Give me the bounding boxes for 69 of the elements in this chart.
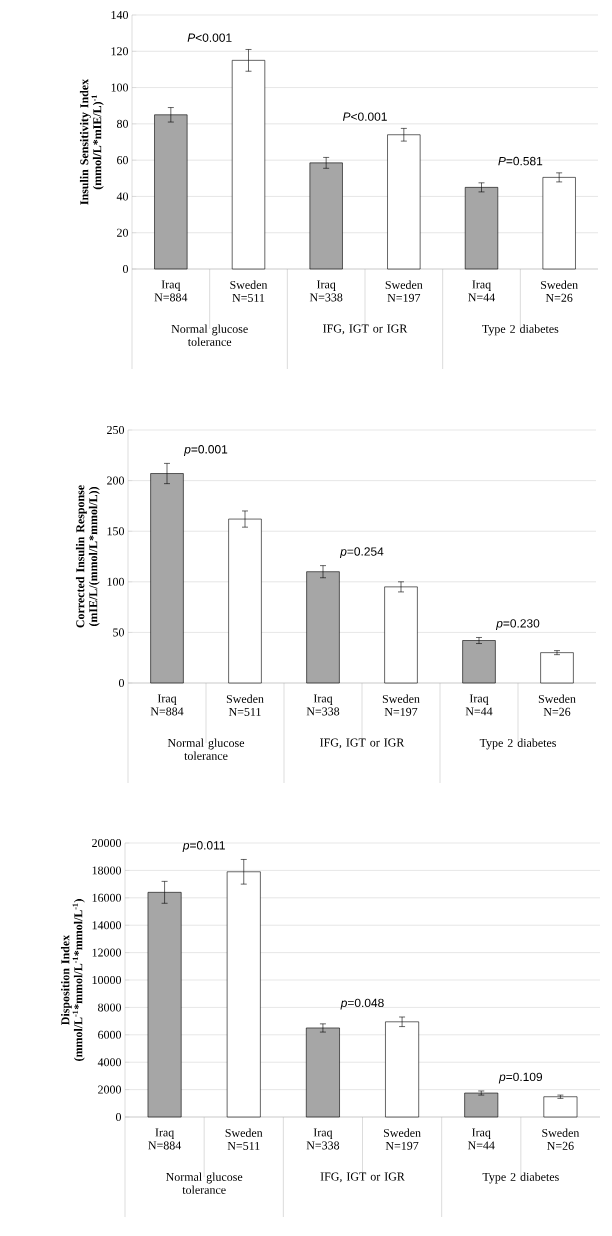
y-tick-label: 50 (113, 628, 125, 637)
y-tick-label: 250 (107, 425, 125, 435)
annotation: p=0.001 (183, 445, 228, 456)
y-tick-label: 200 (107, 476, 125, 485)
x-tick-label: Sweden N=511 (230, 280, 268, 302)
x-tick-label: Sweden N=197 (383, 1128, 421, 1150)
y-tick-label: 120 (111, 47, 129, 56)
text: Type 2 diabetes (479, 738, 556, 750)
x-tick-label: Sweden N=197 (385, 280, 423, 302)
annotation: p=0.109 (498, 1072, 543, 1084)
x-tick-label: Sweden N=26 (542, 1128, 580, 1150)
text: IFG, IGT or IGR (320, 1172, 405, 1183)
bar (540, 652, 574, 684)
y-tick-label: 12000 (92, 948, 122, 957)
annotation: p=0.230 (495, 619, 540, 630)
y-axis-title: Corrected Insulin Response (mIE/L/(mmol/L*mmol/L)) (75, 485, 100, 628)
bar (231, 60, 266, 270)
y-tick-label: 10000 (92, 975, 122, 985)
x-tick-label: Sweden N=26 (538, 694, 576, 716)
x-tick-label: Sweden N=197 (382, 694, 420, 716)
y-tick-label: 100 (111, 83, 129, 92)
x-tick-label: Iraq N=44 (468, 280, 495, 302)
annotation: P<0.001 (342, 112, 387, 121)
y-tick-label: 20000 (92, 838, 122, 848)
bar (384, 586, 418, 684)
x-tick-label: Iraq N=338 (309, 280, 343, 302)
text: Normal glucose tolerance (171, 324, 248, 346)
y-tick-label: 60 (117, 156, 129, 165)
bar (543, 1096, 578, 1118)
x-tick-label: Iraq N=44 (467, 1128, 495, 1150)
x-tick-label: Iraq N=44 (465, 694, 493, 716)
bar (542, 177, 576, 270)
y-tick-label: 4000 (97, 1058, 122, 1067)
annotation: P=0.581 (498, 156, 543, 166)
text: IFG, IGT or IGR (323, 324, 408, 335)
x-tick-label: Iraq N=338 (306, 694, 340, 716)
annotation: p=0.254 (339, 547, 384, 559)
text: Type 2 diabetes (482, 324, 559, 336)
y-tick-label: 0 (122, 264, 129, 274)
bar (385, 1021, 420, 1118)
y-tick-label: 150 (107, 527, 125, 536)
text: IFG, IGT or IGR (320, 738, 405, 749)
x-tick-label: Iraq N=338 (306, 1128, 340, 1150)
y-tick-label: 14000 (92, 921, 122, 930)
y-tick-label: 0 (118, 678, 125, 688)
y-tick-label: 2000 (98, 1085, 122, 1094)
x-tick-label: Iraq N=884 (148, 1128, 182, 1150)
y-tick-label: 40 (116, 192, 129, 201)
y-tick-label: 18000 (92, 866, 122, 875)
y-tick-label: 0 (115, 1112, 122, 1122)
y-tick-label: 20 (117, 228, 129, 237)
annotation: P<0.001 (187, 33, 232, 42)
annotation: p=0.011 (182, 841, 225, 852)
y-tick-label: 140 (111, 10, 129, 20)
y-tick-label: 6000 (98, 1030, 122, 1039)
x-tick-label: Iraq N=884 (154, 280, 188, 302)
x-tick-label: Sweden N=511 (226, 694, 264, 716)
x-tick-label: Sweden N=26 (541, 280, 578, 302)
y-tick-label: 100 (107, 577, 125, 586)
text: Type 2 diabetes (482, 1172, 559, 1184)
x-tick-label: Iraq N=884 (150, 694, 184, 716)
y-tick-label: 80 (116, 119, 129, 128)
y-axis-title: Insulin Sensitivity Index (mmol/L*mIE/L)$^{-1}$ (79, 78, 104, 205)
y-tick-label: 8000 (98, 1003, 122, 1012)
annotation: p=0.048 (340, 998, 384, 1010)
text: Normal glucose tolerance (166, 1172, 243, 1194)
text: Normal glucose tolerance (167, 738, 245, 760)
x-tick-label: Sweden N=511 (225, 1128, 263, 1150)
y-tick-label: 16000 (92, 893, 122, 902)
